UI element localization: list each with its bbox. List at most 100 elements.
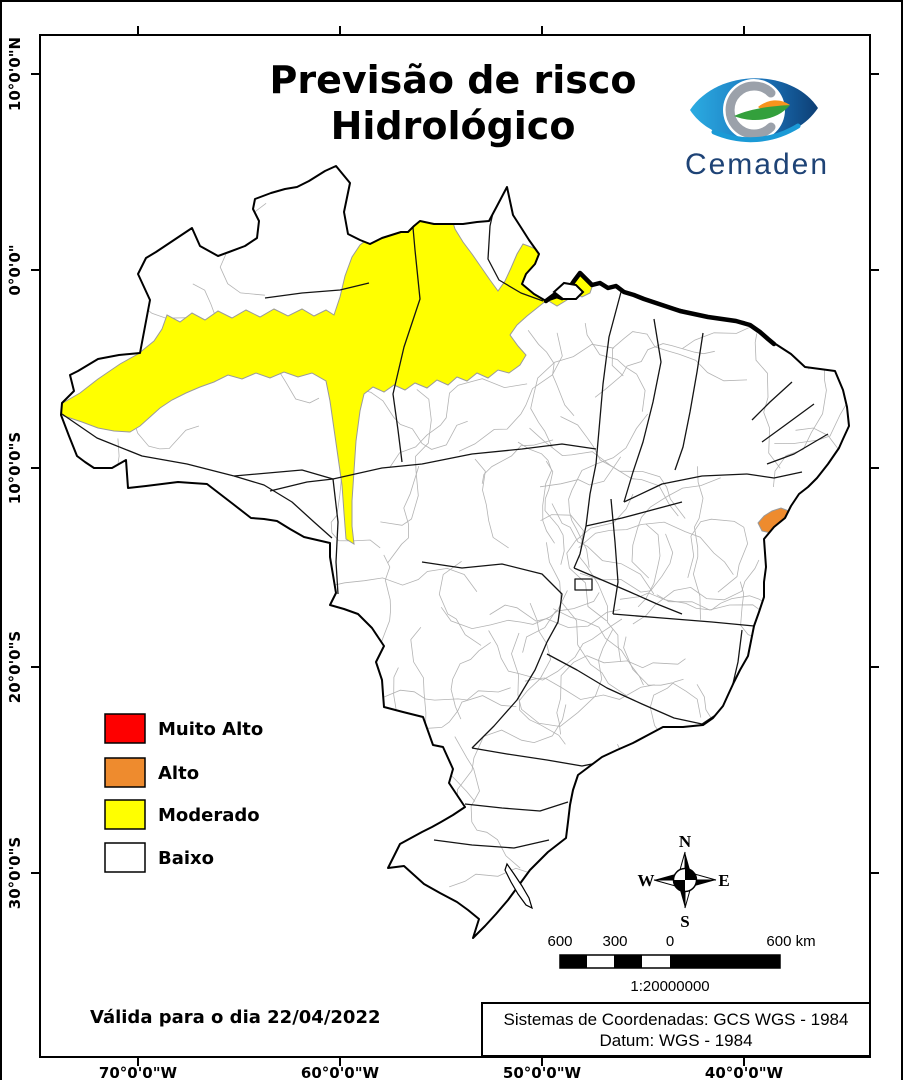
municipal-boundary <box>539 456 622 488</box>
compass-rose-icon: N S W E <box>638 832 730 931</box>
coordinate-system-box: Sistemas de Coordenadas: GCS WGS - 1984 … <box>481 1002 871 1057</box>
lon-label-70w: 70°0'0"W <box>99 1064 178 1080</box>
coordinate-system-line1: Sistemas de Coordenadas: GCS WGS - 1984 <box>504 1010 849 1029</box>
municipal-boundary <box>474 458 509 549</box>
municipal-boundary <box>754 333 781 469</box>
map-frame <box>39 34 871 1058</box>
marajo-island <box>552 281 585 300</box>
municipal-boundary <box>488 618 623 681</box>
municipal-boundary <box>583 887 739 931</box>
municipal-boundary <box>795 427 849 483</box>
lon-label-50w: 50°0'0"W <box>503 1064 582 1080</box>
municipal-boundary <box>522 592 600 653</box>
legend: Muito Alto Alto Moderado Baixo <box>104 713 263 873</box>
municipal-boundary <box>609 743 703 786</box>
municipal-boundary <box>594 343 715 398</box>
latitude-axis: 10°0'0"N 0°0'0" 10°0'0"S 20°0'0"S 30°0'0… <box>6 37 24 909</box>
municipal-boundary <box>623 636 702 718</box>
municipal-boundary <box>456 704 567 809</box>
municipal-boundary <box>454 736 521 869</box>
legend-label-moderado: Moderado <box>158 805 260 826</box>
municipal-boundary <box>617 744 662 810</box>
municipal-boundary <box>579 533 674 593</box>
municipal-boundary <box>774 381 849 445</box>
municipal-boundary <box>584 323 646 412</box>
municipal-boundary <box>389 378 528 469</box>
municipal-boundary <box>842 520 849 594</box>
legend-swatch-alto <box>104 757 146 788</box>
coordinate-system-line2: Datum: WGS - 1984 <box>599 1031 752 1050</box>
scale-label-600km: 600 km <box>766 933 815 950</box>
municipal-boundary <box>338 383 468 450</box>
validity-note: Válida para o dia 22/04/2022 <box>90 1007 381 1028</box>
municipal-boundary <box>556 655 686 735</box>
logo-text: Cemaden <box>685 148 829 181</box>
municipal-boundary <box>687 518 749 593</box>
longitude-axis: 70°0'0"W 60°0'0"W 50°0'0"W 40°0'0"W <box>99 1064 784 1080</box>
municipal-boundary <box>632 559 760 625</box>
compass-north-label: N <box>679 832 692 851</box>
page-title-line1: Previsão de risco <box>270 58 637 102</box>
municipal-boundary <box>450 642 491 720</box>
municipal-boundary <box>544 460 565 565</box>
municipal-boundary <box>566 493 634 622</box>
municipal-boundary <box>61 195 137 279</box>
compass-south-label: S <box>680 912 689 931</box>
municipal-boundary <box>330 453 381 549</box>
lat-label-30s: 30°0'0"S <box>6 837 24 909</box>
lat-label-10n: 10°0'0"N <box>6 37 24 111</box>
legend-label-muito-alto: Muito Alto <box>158 719 263 740</box>
risk-region-moderado <box>61 207 594 545</box>
legend-label-baixo: Baixo <box>158 848 214 869</box>
page-title-line2: Hidrológico <box>331 104 576 148</box>
legend-label-alto: Alto <box>158 763 199 784</box>
compass-east-label: E <box>718 871 729 890</box>
municipal-boundary <box>619 592 777 611</box>
state-boundaries <box>61 185 829 849</box>
municipal-boundary <box>527 330 575 417</box>
lat-label-10s: 10°0'0"S <box>6 432 24 504</box>
municipal-boundary <box>546 542 627 696</box>
municipal-boundary <box>518 602 566 745</box>
municipal-boundary <box>374 554 392 662</box>
cemaden-eye-icon <box>690 78 818 143</box>
scale-label-300: 300 <box>602 933 627 950</box>
municipal-boundary <box>529 427 686 519</box>
legend-swatch-baixo <box>104 842 146 873</box>
municipal-boundary <box>540 514 622 662</box>
lat-label-0: 0°0'0" <box>6 244 24 295</box>
municipal-boundary <box>438 560 482 646</box>
municipal-boundary <box>568 861 607 938</box>
legend-swatch-muito-alto <box>104 713 146 744</box>
municipal-boundary <box>387 465 420 564</box>
lon-label-60w: 60°0'0"W <box>301 1064 380 1080</box>
municipal-boundary <box>551 503 655 595</box>
municipal-boundary <box>808 327 845 370</box>
municipal-boundary <box>524 677 655 700</box>
lon-label-40w: 40°0'0"W <box>705 1064 784 1080</box>
scale-ratio: 1:20000000 <box>630 978 709 995</box>
graticule-ticks <box>31 26 879 1066</box>
legend-swatch-moderado <box>104 799 146 830</box>
lat-label-20s: 20°0'0"S <box>6 631 24 703</box>
patos-lagoon <box>504 862 533 910</box>
municipal-boundary <box>568 413 649 568</box>
municipal-boundary <box>481 439 554 484</box>
municipal-boundary <box>578 521 734 575</box>
brazil-outline <box>60 165 850 939</box>
scale-label-600-left: 600 <box>547 933 572 950</box>
municipal-boundary <box>421 695 517 730</box>
cemaden-logo: Cemaden <box>685 78 829 181</box>
scale-label-0: 0 <box>666 933 674 950</box>
municipal-boundary <box>380 389 432 526</box>
municipal-boundary <box>517 441 555 544</box>
municipal-boundary <box>692 466 704 620</box>
municipal-boundary <box>773 369 827 488</box>
compass-west-label: W <box>638 871 655 890</box>
municipal-boundary <box>440 590 568 630</box>
municipal-boundary <box>530 343 615 448</box>
municipal-boundary <box>458 332 563 452</box>
scale-bar: 600 300 0 600 km 1:20000000 <box>547 933 815 995</box>
